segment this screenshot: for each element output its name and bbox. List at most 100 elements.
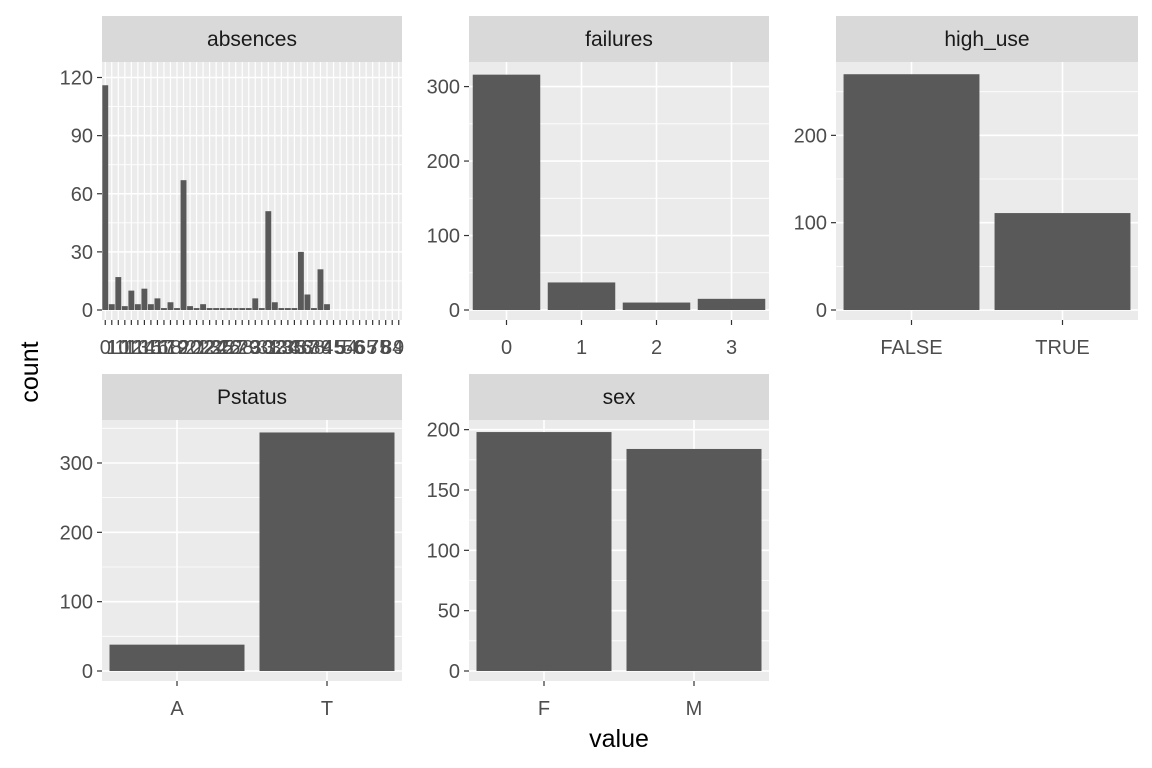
bar-3 [697, 298, 766, 310]
facet-panels: absences03060901200110111213141516171819… [60, 16, 1138, 720]
facet-panel-Pstatus: Pstatus 0 100 200 300 A T [60, 374, 402, 720]
x-tick-label: 24 [205, 337, 227, 359]
facet-panel-sex: sex 0 50 100 150 200 F M [427, 374, 769, 720]
bar-22 [245, 308, 252, 310]
bar-2 [115, 277, 122, 310]
bar-M [626, 448, 762, 671]
bar-31 [304, 294, 311, 310]
x-tick-label: 25 [212, 337, 234, 359]
x-tick-label: 30 [251, 337, 273, 359]
x-tick-label: 21 [185, 337, 207, 359]
bar-14 [193, 308, 200, 310]
y-tick-label: 100 [427, 226, 460, 248]
x-tick-label: 16 [146, 337, 168, 359]
x-tick-label: 28 [231, 337, 253, 359]
bar-27 [278, 308, 285, 310]
bar-7 [147, 304, 154, 310]
x-tick-label: 54 [335, 337, 357, 359]
facet-strip-label: failures [585, 28, 653, 51]
x-tick-label: 11 [114, 337, 135, 359]
x-tick-label: 1 [106, 337, 117, 359]
bar-15 [200, 304, 207, 310]
panel-background [102, 62, 402, 320]
y-tick-label: 200 [427, 420, 460, 442]
bar-FALSE [843, 74, 980, 311]
facet-strip [836, 16, 1138, 62]
facet-panel-high_use: high_use 0 100 200 FALSE TRUE [794, 16, 1138, 359]
y-tick-label: 0 [82, 661, 93, 683]
facet-strip [469, 16, 769, 62]
bar-19 [226, 308, 233, 310]
x-tick-label: 14 [133, 337, 155, 359]
y-tick-label: 60 [71, 184, 93, 206]
bar-3 [121, 306, 128, 310]
x-tick-label: 56 [342, 337, 364, 359]
y-tick-label: 300 [427, 77, 460, 99]
x-tick-label: 34 [277, 337, 299, 359]
bar-5 [134, 304, 141, 310]
x-tick-label: 9 [393, 337, 404, 359]
bar-18 [219, 308, 226, 310]
x-tick-label: 13 [127, 337, 149, 359]
y-tick-label: 200 [427, 151, 460, 173]
x-tick-label: 27 [225, 337, 247, 359]
bar-17 [213, 308, 220, 310]
facet-strip-label: absences [207, 28, 297, 51]
x-tick-label: 2 [178, 337, 189, 359]
x-tick-label: T [321, 698, 333, 720]
y-tick-label: 120 [60, 68, 93, 90]
x-tick-label: 17 [153, 337, 175, 359]
y-tick-label: 0 [449, 300, 460, 322]
x-tick-label: 35 [283, 337, 305, 359]
facet-panel-absences: absences 0 30 60 90 120 0110111213141516171819… [60, 16, 404, 359]
x-tick-label: 84 [381, 337, 403, 359]
bar-8 [154, 298, 161, 310]
bar-16 [206, 308, 213, 310]
y-tick-label: 200 [794, 125, 827, 147]
x-tick-label: 0 [100, 337, 111, 359]
x-tick-label: M [686, 698, 703, 720]
x-tick-label: 2 [651, 337, 662, 359]
bar-28 [284, 308, 291, 310]
y-tick-label: 0 [82, 300, 93, 322]
x-tick-label: 3 [726, 337, 737, 359]
bar-13 [187, 306, 193, 310]
bar-2 [622, 302, 691, 310]
bar-10 [167, 302, 174, 310]
x-tick-label: 26 [218, 337, 240, 359]
bar-33 [317, 269, 324, 310]
y-tick-label: 150 [427, 480, 460, 502]
x-tick-label: FALSE [880, 337, 942, 359]
x-tick-label: 33 [270, 337, 292, 359]
x-tick-label: 38 [303, 337, 325, 359]
x-tick-label: 10 [107, 337, 129, 359]
bar-0 [472, 74, 541, 310]
x-tick-label: 39 [309, 337, 331, 359]
bar-4 [128, 290, 135, 310]
y-axis-title: count [16, 341, 44, 402]
x-tick-label: 12 [120, 337, 142, 359]
x-tick-label: 7 [367, 337, 378, 359]
facet-strip-label: sex [603, 386, 636, 409]
bar-21 [239, 308, 246, 310]
bar-23 [252, 298, 259, 310]
x-tick-label: 23 [198, 337, 220, 359]
bar-9 [161, 308, 167, 310]
x-tick-label: 37 [296, 337, 318, 359]
bar-26 [271, 302, 278, 310]
x-tick-label: 15 [140, 337, 162, 359]
x-tick-label: 22 [192, 337, 214, 359]
x-tick-label: A [170, 698, 184, 720]
facet-strip [469, 374, 769, 420]
bar-34 [324, 304, 330, 310]
x-tick-label: 20 [179, 337, 201, 359]
bar-32 [311, 308, 317, 310]
x-tick-label: F [538, 698, 550, 720]
bar-11 [174, 308, 180, 310]
x-tick-label: 45 [322, 337, 344, 359]
x-tick-label: 18 [159, 337, 181, 359]
x-tick-label: 4 [321, 337, 332, 359]
y-tick-label: 0 [816, 300, 827, 322]
y-tick-label: 200 [60, 522, 93, 544]
